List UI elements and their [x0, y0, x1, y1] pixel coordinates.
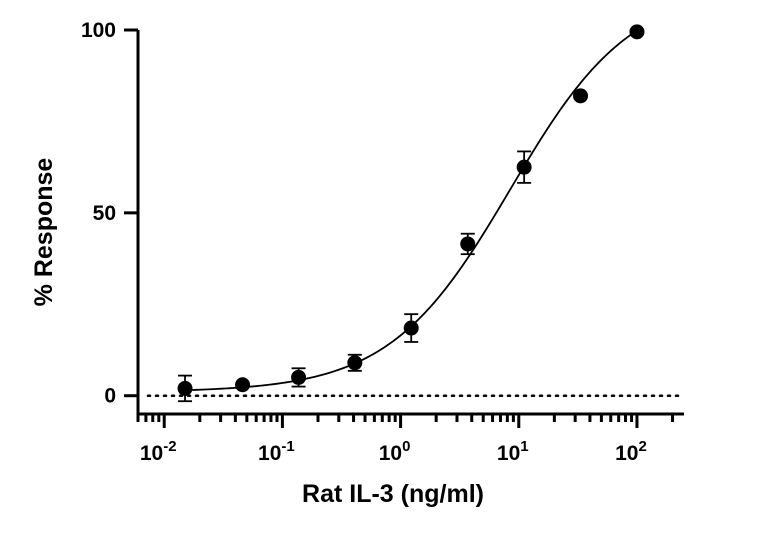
x-tick-label: 102 [615, 438, 647, 465]
data-point [291, 369, 307, 385]
x-tick-base: 10 [379, 442, 402, 465]
data-point [403, 320, 419, 336]
y-axis-title: % Response [30, 158, 58, 307]
data-point [460, 236, 476, 252]
data-point [516, 159, 532, 175]
x-tick-base: 10 [258, 442, 281, 465]
x-tick-exponent: 1 [520, 438, 528, 455]
x-tick-exponent: -1 [281, 438, 294, 455]
y-tick-label: 50 [93, 202, 116, 225]
data-point [235, 377, 251, 393]
x-tick-exponent: -2 [163, 438, 176, 455]
x-tick-label: 101 [497, 438, 529, 465]
x-tick-exponent: 2 [638, 438, 646, 455]
data-point [347, 355, 363, 371]
x-tick-base: 10 [615, 442, 638, 465]
x-tick-base: 10 [140, 442, 163, 465]
x-tick-exponent: 0 [402, 438, 410, 455]
data-point [573, 88, 589, 104]
x-tick-base: 10 [497, 442, 520, 465]
axes [136, 30, 684, 416]
y-tick-label: 0 [104, 385, 116, 408]
y-tick-label: 100 [81, 19, 116, 42]
y-ticks: 0 50 100 [81, 19, 138, 408]
x-tick-label: 10-1 [258, 438, 295, 465]
x-axis-title: Rat IL-3 (ng/ml) [302, 480, 484, 508]
data-points [177, 24, 645, 403]
x-ticks: 10-2 10-1 100 101 102 [136, 414, 675, 465]
data-point [629, 24, 645, 40]
x-tick-label: 10-2 [140, 438, 177, 465]
data-point [177, 380, 193, 396]
x-tick-label: 100 [379, 438, 411, 465]
